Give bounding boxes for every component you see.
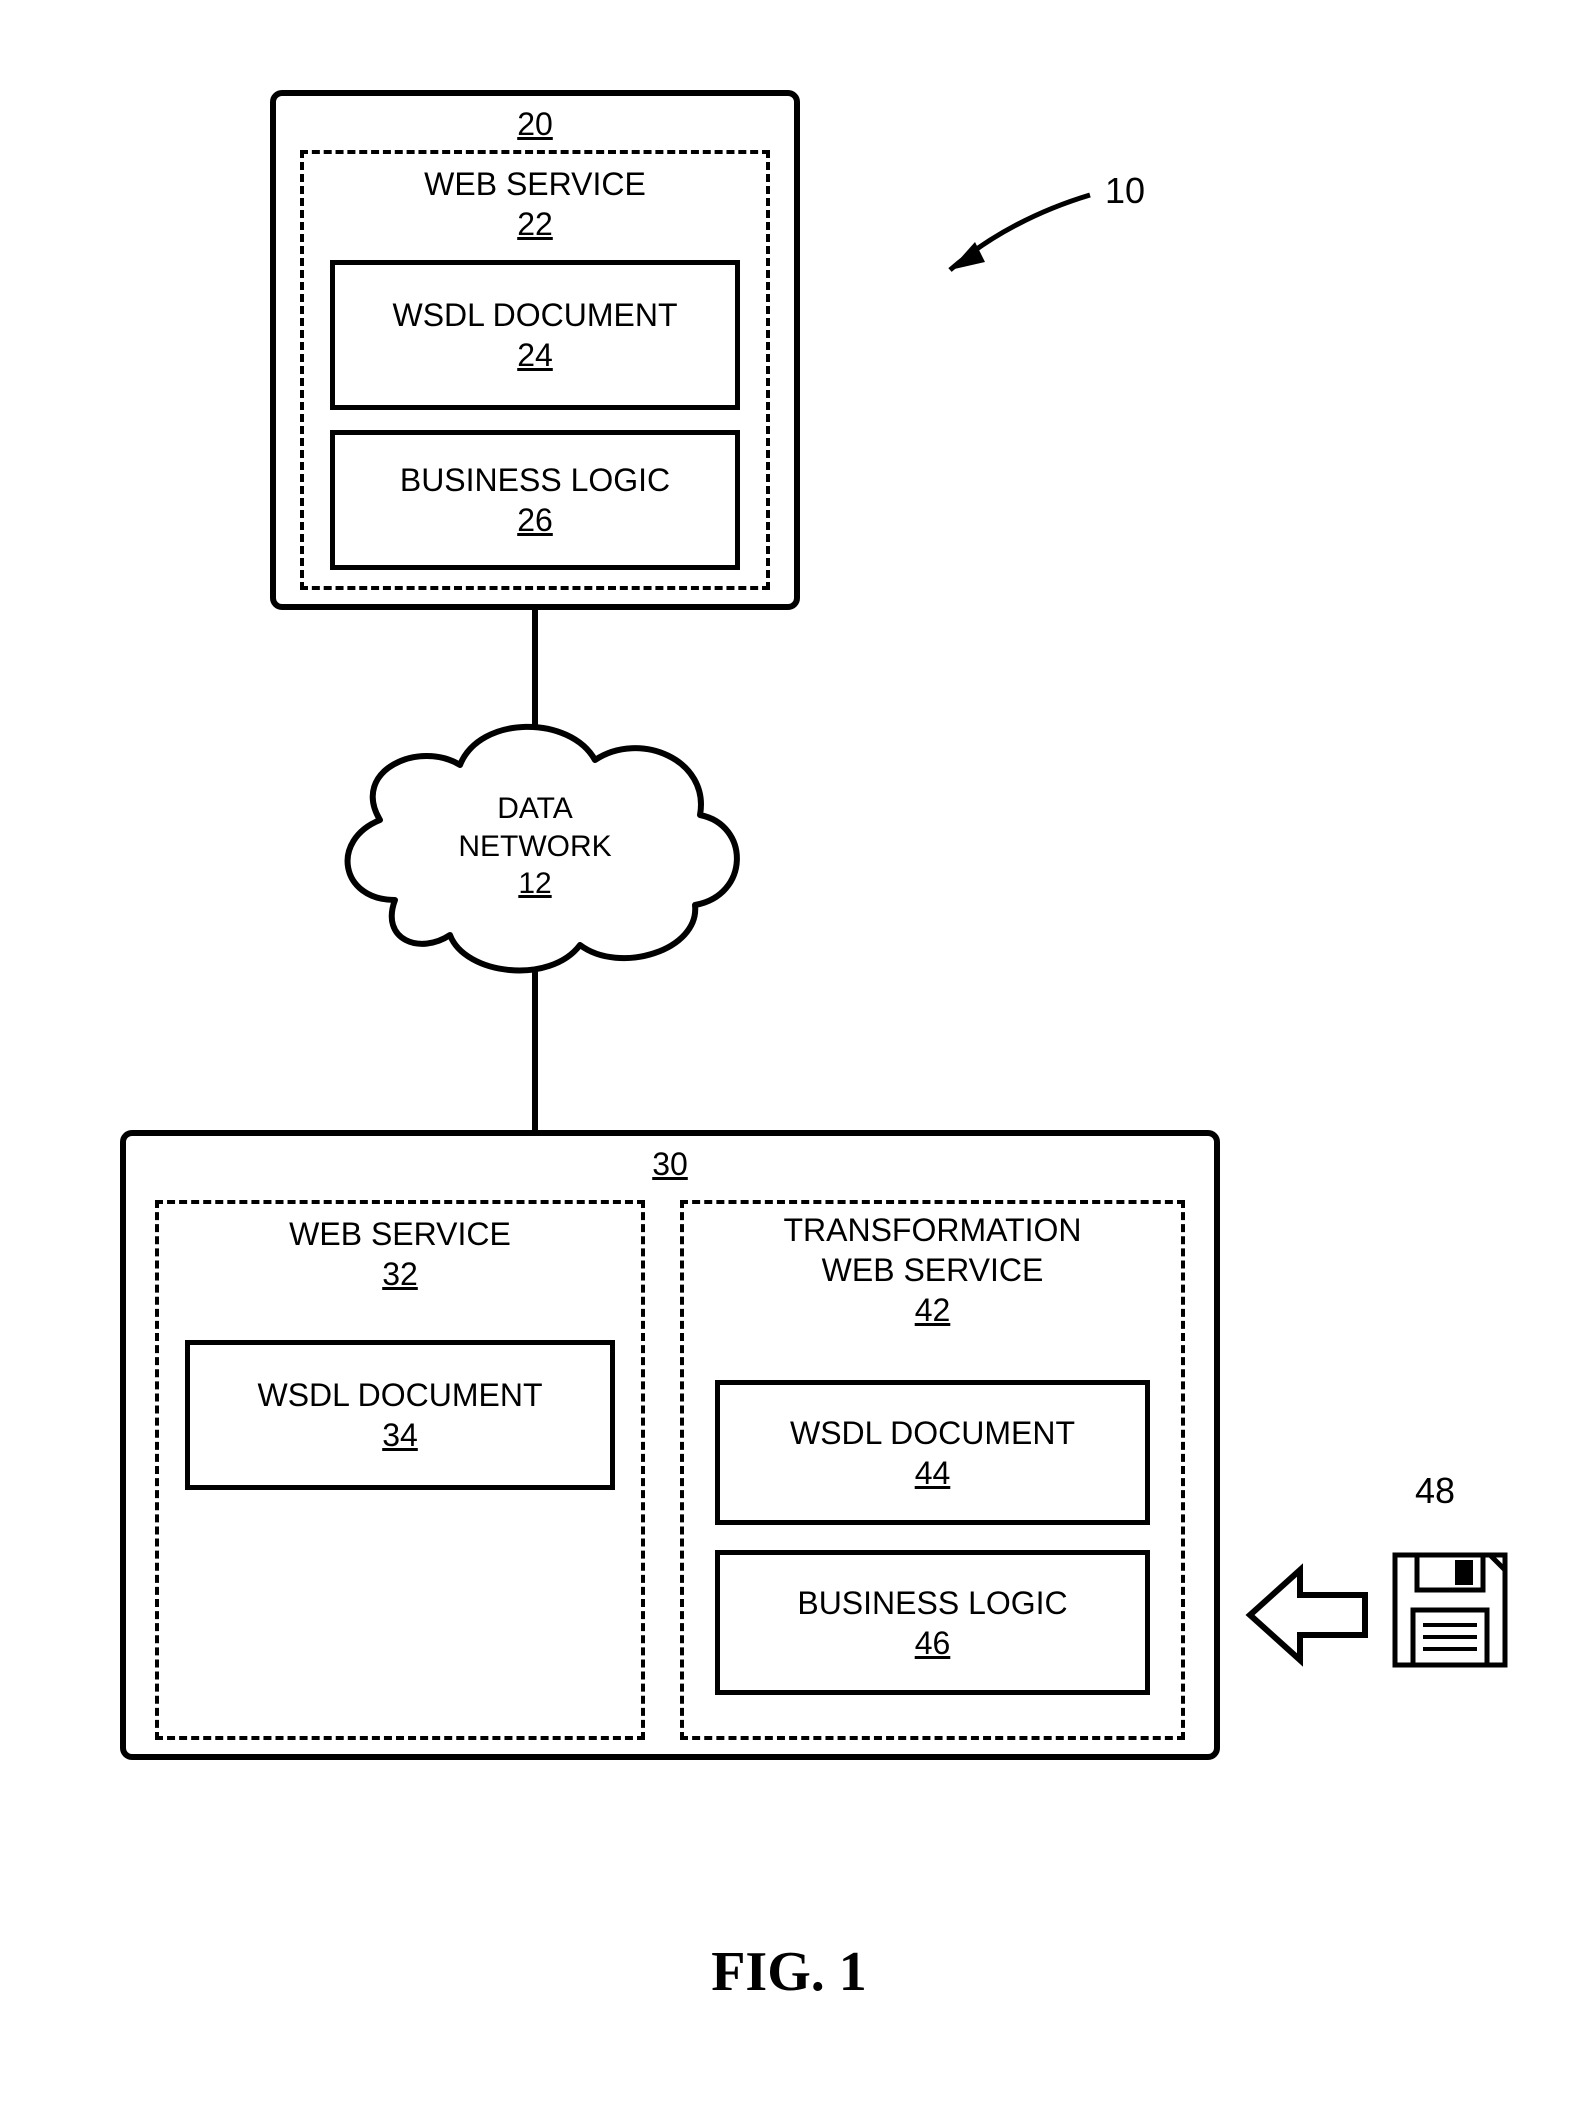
left-ws-title-block: WEB SERVICE 32: [289, 1214, 511, 1294]
top-ws-title-text: WEB SERVICE: [424, 166, 646, 202]
right-wsdl-title: WSDL DOCUMENT: [790, 1413, 1075, 1453]
top-web-service-title: WEB SERVICE 22: [424, 164, 646, 244]
top-logic-box: BUSINESS LOGIC 26: [330, 430, 740, 570]
cloud-label: DATA NETWORK 12: [435, 790, 635, 903]
ref-system: 10: [1105, 170, 1145, 212]
left-wsdl-box: WSDL DOCUMENT 34: [185, 1340, 615, 1490]
floppy-disk-icon: [1395, 1555, 1505, 1665]
top-wsdl-title: WSDL DOCUMENT: [392, 295, 677, 335]
left-ws-num: 32: [382, 1256, 418, 1292]
cloud-title: DATA NETWORK: [458, 792, 611, 863]
right-wsdl-num: 44: [915, 1453, 951, 1493]
top-server-num: 20: [517, 106, 553, 143]
right-logic-num: 46: [915, 1623, 951, 1663]
block-arrow-left: [1250, 1570, 1365, 1660]
left-wsdl-title: WSDL DOCUMENT: [257, 1375, 542, 1415]
top-wsdl-box: WSDL DOCUMENT 24: [330, 260, 740, 410]
right-ws-title-block: TRANSFORMATION WEB SERVICE 42: [783, 1210, 1081, 1330]
top-logic-title: BUSINESS LOGIC: [400, 460, 670, 500]
right-logic-box: BUSINESS LOGIC 46: [715, 1550, 1150, 1695]
cloud-num: 12: [518, 867, 551, 900]
lead-line-10: [950, 195, 1090, 270]
bottom-server-num: 30: [652, 1146, 688, 1183]
ref-disk: 48: [1415, 1470, 1455, 1512]
top-wsdl-num: 24: [517, 335, 553, 375]
diagram-stage: 20 WEB SERVICE 22 WSDL DOCUMENT 24 BUSIN…: [0, 0, 1578, 2108]
left-ws-title: WEB SERVICE: [289, 1216, 511, 1252]
right-wsdl-box: WSDL DOCUMENT 44: [715, 1380, 1150, 1525]
top-ws-num: 22: [517, 206, 553, 242]
right-ws-num: 42: [915, 1292, 951, 1328]
right-ws-title: TRANSFORMATION WEB SERVICE: [783, 1212, 1081, 1288]
top-logic-num: 26: [517, 500, 553, 540]
left-wsdl-num: 34: [382, 1415, 418, 1455]
right-logic-title: BUSINESS LOGIC: [797, 1583, 1067, 1623]
figure-caption: FIG. 1: [711, 1940, 867, 2004]
